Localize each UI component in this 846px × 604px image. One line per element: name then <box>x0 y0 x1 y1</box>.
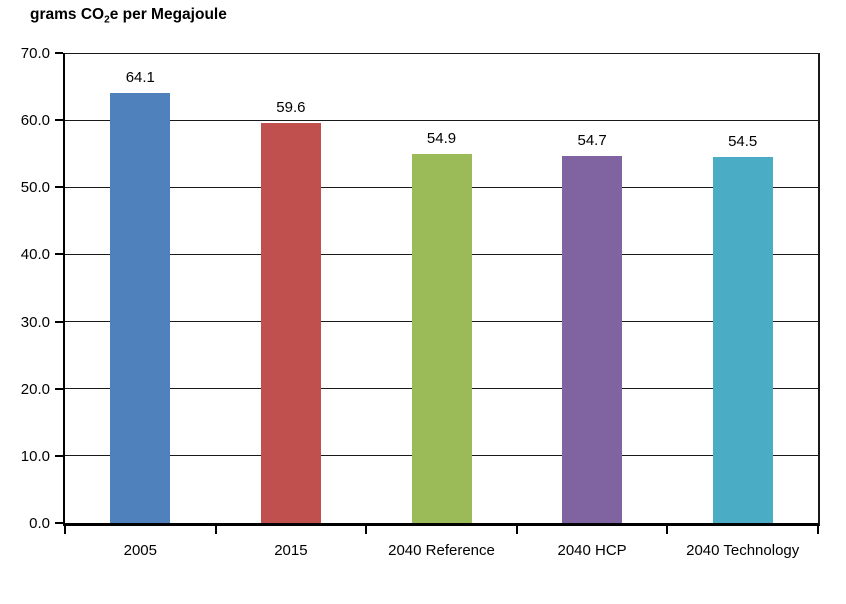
x-axis-label: 2005 <box>123 542 157 559</box>
chart-title-prefix: grams CO <box>30 6 105 23</box>
x-axis-label: 2040 Technology <box>686 542 800 559</box>
x-tick-mark <box>365 526 368 534</box>
y-tick-mark <box>55 52 63 54</box>
chart-title: grams CO2e per Megajoule <box>30 6 227 26</box>
bar-value-label: 54.9 <box>426 130 457 148</box>
gridline <box>65 119 818 121</box>
bar <box>712 157 773 523</box>
y-tick-mark <box>55 253 63 256</box>
bar-value-label: 54.5 <box>728 133 758 151</box>
y-axis-tick-label: 10.0 <box>20 447 50 465</box>
bar-value-label: 59.6 <box>276 98 306 116</box>
x-tick-mark <box>666 526 669 534</box>
x-tick-mark <box>214 526 217 534</box>
bar <box>411 154 472 523</box>
chart-title-suffix: e per Megajoule <box>109 6 227 23</box>
bar <box>110 92 171 523</box>
x-tick-mark <box>64 526 66 534</box>
y-axis-tick-label: 20.0 <box>20 380 50 398</box>
x-tick-mark <box>515 526 518 534</box>
y-axis-tick-label: 70.0 <box>20 45 50 62</box>
y-axis-tick-label: 0.0 <box>29 515 50 532</box>
y-axis-tick-label: 50.0 <box>20 179 50 197</box>
y-axis-tick-label: 60.0 <box>20 112 50 130</box>
y-tick-mark <box>55 186 63 189</box>
x-axis-label: 2040 HCP <box>557 542 627 559</box>
x-tick-mark <box>817 526 819 534</box>
bar-value-label: 64.1 <box>125 68 155 86</box>
bar <box>562 155 623 523</box>
y-axis-tick-label: 30.0 <box>20 313 50 331</box>
x-axis-label: 2015 <box>274 542 308 559</box>
plot-area: 0.0 10.0 20.0 30.0 40.0 50.0 60.0 70.0 64.1 2005 5… <box>21 45 820 559</box>
bar <box>260 122 321 523</box>
bar-value-label: 54.7 <box>577 131 607 149</box>
y-tick-mark <box>55 387 63 390</box>
gridline <box>65 52 818 54</box>
y-tick-mark <box>55 320 63 323</box>
y-tick-mark <box>55 454 63 457</box>
y-axis-tick-label: 40.0 <box>20 246 50 264</box>
y-tick-mark <box>55 522 63 524</box>
chart-title-subscript: 2 <box>104 14 110 26</box>
x-axis-label: 2040 Reference <box>388 542 495 559</box>
y-tick-mark <box>55 119 63 122</box>
